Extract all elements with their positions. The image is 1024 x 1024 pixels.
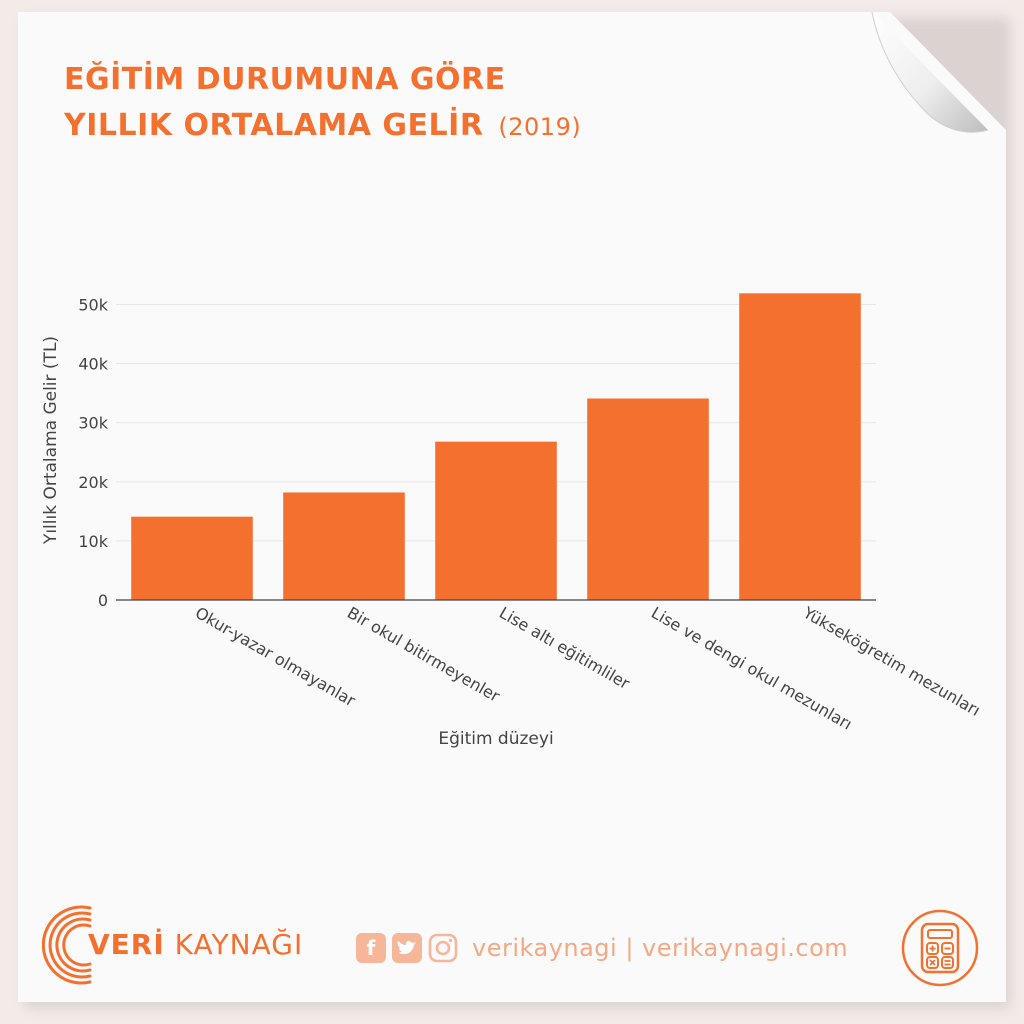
twitter-icon[interactable] bbox=[392, 933, 422, 963]
bar bbox=[587, 398, 709, 600]
y-tick-label: 10k bbox=[78, 532, 108, 551]
y-tick-labels: 0 10k 20k 30k 40k 50k bbox=[78, 296, 108, 610]
bar bbox=[739, 293, 861, 600]
x-axis-title: Eğitim düzeyi bbox=[438, 729, 553, 749]
x-tick-label: Bir okul bitirmeyenler bbox=[344, 603, 503, 706]
social-row: f verikaynagi | verikaynagi.com bbox=[356, 930, 848, 966]
bar bbox=[283, 492, 405, 600]
x-tick-label: Okur-yazar olmayanlar bbox=[192, 603, 359, 710]
chart-title-line2: YILLIK ORTALAMA GELİR (2019) bbox=[64, 108, 581, 143]
brand-logo-rest: KAYNAĞI bbox=[164, 928, 304, 961]
y-tick-label: 30k bbox=[78, 414, 108, 433]
chart-title-year: (2019) bbox=[498, 113, 582, 141]
social-handle-text: verikaynagi | verikaynagi.com bbox=[472, 934, 849, 962]
bars-layer bbox=[131, 293, 861, 600]
chart-title-line1: EĞİTİM DURUMUNA GÖRE bbox=[64, 62, 506, 97]
y-tick-label: 50k bbox=[78, 296, 108, 315]
bar bbox=[435, 441, 557, 600]
calculator-icon bbox=[901, 909, 979, 987]
brand-logo-bold: VERİ bbox=[88, 928, 165, 961]
y-tick-label: 20k bbox=[78, 473, 108, 492]
facebook-icon[interactable]: f bbox=[356, 933, 386, 963]
y-tick-label: 0 bbox=[98, 591, 108, 610]
brand-logo-text: VERİ KAYNAĞI bbox=[88, 928, 303, 961]
instagram-icon[interactable] bbox=[428, 933, 458, 963]
y-axis-title: Yıllık Ortalama Gelir (TL) bbox=[41, 336, 61, 545]
y-tick-label: 40k bbox=[78, 355, 108, 374]
veri-kaynagi-logo-mark bbox=[42, 905, 92, 985]
chart-title-line2-text: YILLIK ORTALAMA GELİR bbox=[64, 108, 484, 143]
bar bbox=[131, 516, 253, 600]
x-tick-label: Lise altı eğitimliler bbox=[496, 603, 633, 693]
